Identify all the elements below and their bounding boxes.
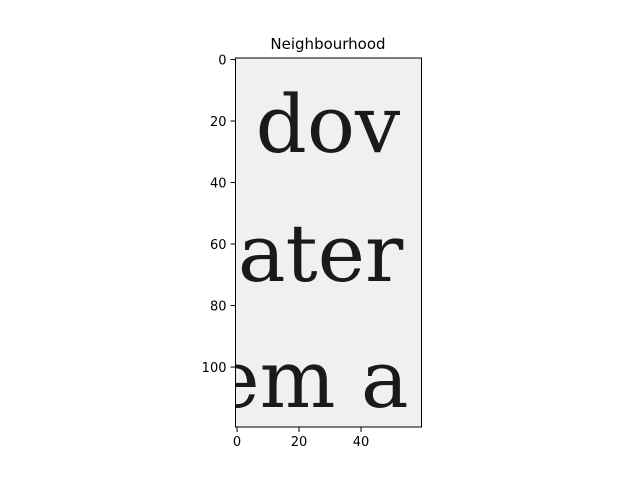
y-tick-label: 40 <box>210 177 227 192</box>
x-axis: 0 20 40 <box>233 427 369 450</box>
image-text-line: later <box>212 207 404 300</box>
image-area: dov later em a <box>212 58 422 427</box>
y-tick-label: 0 <box>218 54 226 69</box>
y-tick-label: 100 <box>202 361 227 376</box>
image-background <box>235 58 422 427</box>
image-text-line: em a <box>212 333 408 426</box>
y-tick-label: 60 <box>210 238 227 253</box>
axes-frame <box>235 57 422 428</box>
y-axis: 0 20 40 60 80 100 <box>202 54 236 376</box>
y-tick-label: 80 <box>210 300 227 315</box>
x-tick-label: 40 <box>353 435 370 450</box>
x-tick-label: 20 <box>291 435 308 450</box>
chart-title: Neighbourhood <box>270 35 385 53</box>
image-text-line: dov <box>256 78 401 171</box>
y-tick-label: 20 <box>210 115 227 130</box>
x-tick-label: 0 <box>233 435 241 450</box>
